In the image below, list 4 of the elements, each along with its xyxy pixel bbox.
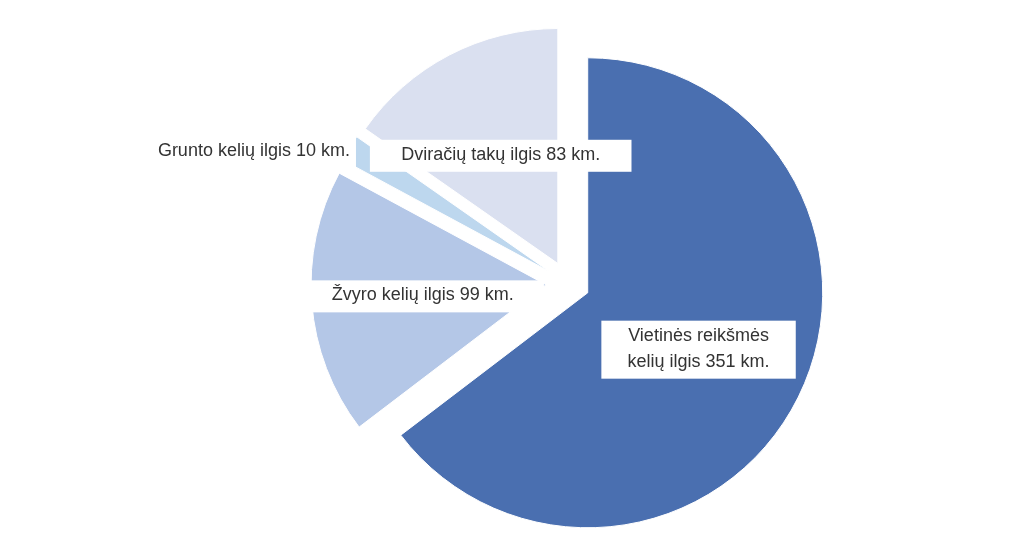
slice-label: Grunto kelių ilgis 10 km. (157, 139, 350, 160)
slice-label: Dviračių takų ilgis 83 km. (401, 143, 601, 164)
slice-label: Vietinės reikšmės kelių ilgis 351 km. (627, 324, 770, 371)
slice-label: Žvyro kelių ilgis 99 km. (331, 284, 514, 305)
